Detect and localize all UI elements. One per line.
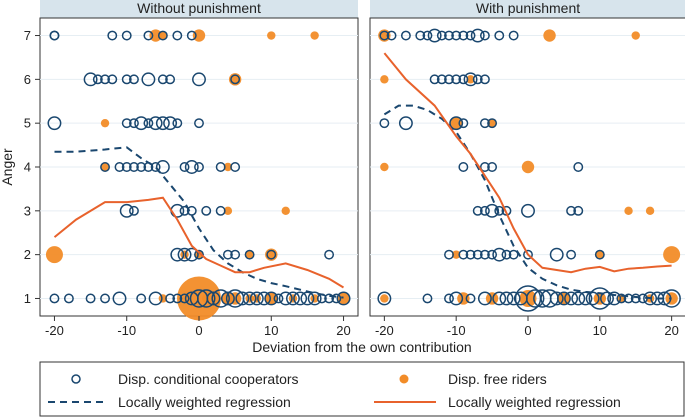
free-rider-point — [101, 119, 109, 127]
x-tick-label: 20 — [664, 323, 678, 338]
free-rider-point — [282, 207, 290, 215]
panel-title-right: With punishment — [476, 0, 580, 16]
y-tick-label: 3 — [24, 203, 31, 218]
y-tick-label: 6 — [24, 72, 31, 87]
free-rider-point — [457, 292, 469, 304]
free-rider-point — [180, 250, 188, 258]
x-tick-label: 10 — [264, 323, 278, 338]
free-rider-point — [665, 292, 677, 304]
free-rider-point — [522, 161, 534, 173]
free-rider-point — [46, 246, 63, 263]
free-rider-point — [663, 246, 680, 263]
x-tick-label: 0 — [195, 323, 202, 338]
legend-free-riders: Disp. free riders — [448, 371, 547, 387]
x-tick-label: -20 — [45, 323, 64, 338]
cc-regression-line — [55, 147, 344, 297]
free-rider-point — [632, 31, 640, 39]
y-axis-title: Anger — [0, 148, 15, 186]
y-tick-label: 2 — [24, 247, 31, 262]
lines-layer — [55, 53, 672, 298]
free-rider-point — [380, 294, 388, 302]
ticks-layer: -20 -10 0 10 20 1 2 3 4 5 6 7 -20 -10 0 10 20 — [24, 28, 679, 338]
legend-cc-regression: Locally weighted regression — [118, 394, 291, 410]
x-axis-title: Deviation from the own contribution — [252, 339, 471, 355]
x-tick-label: 0 — [524, 323, 531, 338]
y-tick-label: 7 — [24, 28, 31, 43]
legend-fr-regression: Locally weighted regression — [448, 394, 621, 410]
free-rider-point — [380, 163, 388, 171]
y-tick-label: 5 — [24, 116, 31, 131]
y-tick-label: 4 — [24, 160, 31, 175]
free-rider-point — [193, 29, 205, 41]
points-layer — [46, 29, 680, 320]
free-rider-point — [543, 29, 555, 41]
x-tick-label: 20 — [336, 323, 350, 338]
x-tick-label: -10 — [447, 323, 466, 338]
free-rider-point — [624, 207, 632, 215]
x-tick-label: -10 — [117, 323, 136, 338]
x-tick-label: 10 — [593, 323, 607, 338]
free-rider-point — [267, 31, 275, 39]
free-rider-point — [253, 294, 261, 302]
legend-freerider-marker — [400, 375, 409, 384]
figure: Without punishment With punishment -20 -1… — [0, 0, 685, 418]
panel-title-left: Without punishment — [137, 0, 261, 16]
free-rider-point — [380, 75, 388, 83]
free-rider-point — [229, 292, 241, 304]
free-rider-point — [646, 207, 654, 215]
free-rider-point — [486, 292, 498, 304]
free-rider-point — [310, 31, 318, 39]
legend-cooperators: Disp. conditional cooperators — [118, 371, 299, 387]
free-rider-point — [245, 294, 253, 302]
free-rider-point — [289, 294, 297, 302]
x-tick-label: -20 — [375, 323, 394, 338]
y-tick-label: 1 — [24, 291, 31, 306]
